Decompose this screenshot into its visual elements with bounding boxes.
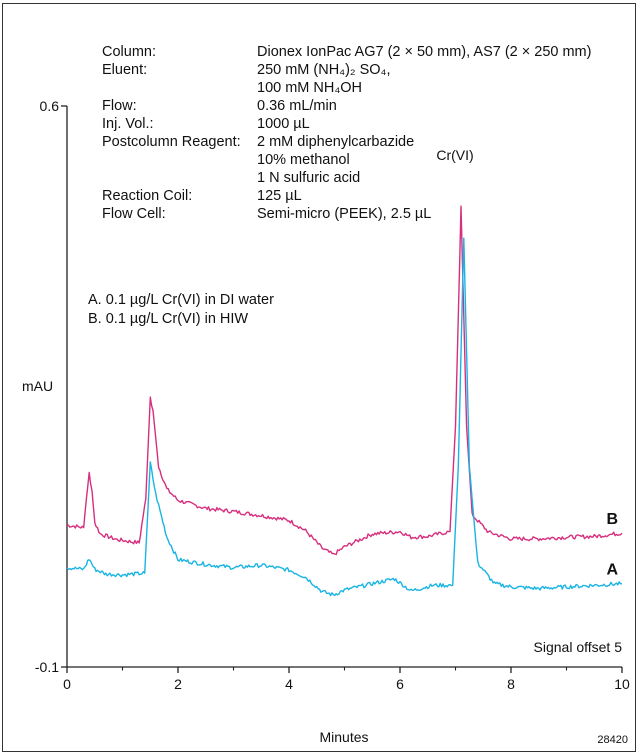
figure-id: 28420: [597, 734, 628, 746]
condition-value: 1 N sulfuric acid: [257, 170, 360, 186]
axes: 0 2 4 6 8 10 0.6 -0.1: [35, 98, 630, 692]
conditions-block: Column: Dionex IonPac AG7 (2 × 50 mm), AS…: [102, 44, 591, 222]
x-axis-label: Minutes: [319, 729, 368, 745]
y-axis-label: mAU: [22, 378, 53, 394]
series-label-a: A: [606, 562, 618, 579]
x-tick-label: 4: [285, 676, 293, 692]
condition-label: Postcolumn Reagent:: [102, 134, 241, 150]
peak-label: Cr(VI): [436, 147, 473, 163]
y-tick-label: 0.6: [40, 98, 60, 114]
condition-label: Flow Cell:: [102, 206, 166, 222]
condition-value: 10% methanol: [257, 152, 350, 168]
condition-value: 125 µL: [257, 188, 302, 204]
series-label-b: B: [606, 511, 618, 528]
condition-label: Flow:: [102, 98, 137, 114]
x-tick-label: 6: [396, 676, 404, 692]
series-line-a: [66, 237, 623, 597]
condition-value: Semi-micro (PEEK), 2.5 µL: [257, 206, 431, 222]
figure-frame: [2, 3, 636, 752]
condition-label: Column:: [102, 44, 156, 60]
condition-value: 2 mM diphenylcarbazide: [257, 134, 414, 150]
x-tick-label: 10: [614, 676, 630, 692]
condition-value: 0.36 mL/min: [257, 98, 337, 114]
sample-legend: A. 0.1 µg/L Cr(VI) in DI water B. 0.1 µg/…: [88, 292, 274, 327]
condition-value: Dionex IonPac AG7 (2 × 50 mm), AS7 (2 × …: [257, 44, 591, 60]
series-group: BA: [66, 205, 623, 597]
y-tick-label: -0.1: [35, 659, 59, 675]
offset-note: Signal offset 5: [534, 639, 623, 655]
condition-label: Inj. Vol.:: [102, 116, 154, 132]
condition-value: 1000 µL: [257, 116, 310, 132]
x-tick-label: 2: [174, 676, 182, 692]
series-line-b: [66, 205, 623, 556]
sample-legend-item: A. 0.1 µg/L Cr(VI) in DI water: [88, 292, 274, 308]
x-tick-label: 0: [63, 676, 71, 692]
condition-label: Reaction Coil:: [102, 188, 192, 204]
condition-label: Eluent:: [102, 62, 147, 78]
condition-value: 100 mM NH₄OH: [257, 80, 362, 96]
x-tick-label: 8: [507, 676, 515, 692]
condition-value: 250 mM (NH₄)₂ SO₄,: [257, 62, 390, 78]
sample-legend-item: B. 0.1 µg/L Cr(VI) in HIW: [88, 311, 248, 327]
